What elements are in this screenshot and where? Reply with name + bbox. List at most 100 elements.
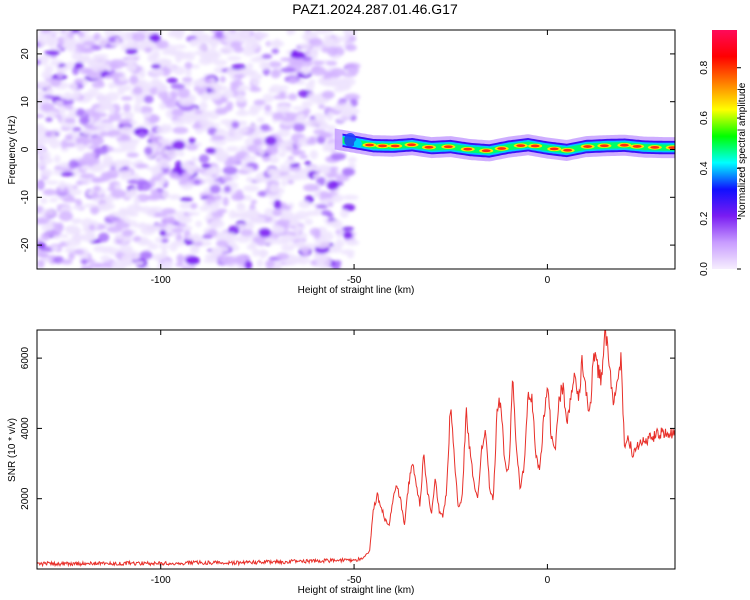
noise-blob xyxy=(238,120,248,126)
spectrogram-x-tick-label: -50 xyxy=(347,275,362,286)
noise-blob xyxy=(318,79,329,85)
noise-blob xyxy=(310,66,326,76)
noise-blob xyxy=(326,46,339,57)
noise-blob xyxy=(149,68,164,76)
noise-blob xyxy=(161,148,169,156)
noise-blob xyxy=(255,236,268,247)
noise-blob xyxy=(256,73,263,80)
noise-blob xyxy=(53,155,61,164)
noise-blob xyxy=(40,150,51,160)
noise-blob xyxy=(161,247,168,258)
noise-blob xyxy=(309,48,319,57)
noise-blob xyxy=(205,147,217,154)
noise-blob xyxy=(125,48,138,55)
noise-blob xyxy=(151,50,161,59)
ridge-peak-core xyxy=(650,145,660,149)
noise-blob xyxy=(78,47,92,54)
noise-blob xyxy=(187,211,200,216)
spectrogram-y-axis-label: Frequency (Hz) xyxy=(7,116,18,185)
noise-blob xyxy=(218,256,230,263)
noise-blob xyxy=(208,90,223,101)
noise-blob xyxy=(119,244,133,254)
noise-blob xyxy=(314,30,329,35)
noise-blob xyxy=(273,199,282,210)
noise-blob xyxy=(73,249,85,255)
noise-blob xyxy=(170,232,178,237)
spectrogram-x-tick-label: -100 xyxy=(151,275,171,286)
snr-x-axis-label: Height of straight line (km) xyxy=(298,585,415,596)
noise-blob xyxy=(191,38,206,45)
noise-blob xyxy=(68,159,79,169)
noise-blob xyxy=(190,30,204,36)
noise-blob xyxy=(173,44,187,49)
noise-blob xyxy=(61,97,75,106)
noise-blob xyxy=(37,220,49,225)
noise-blob xyxy=(259,61,271,70)
noise-blob xyxy=(165,149,179,158)
noise-blob xyxy=(201,163,212,169)
noise-blob xyxy=(279,91,286,98)
noise-blob xyxy=(181,77,193,83)
noise-blob xyxy=(246,243,255,251)
noise-blob xyxy=(286,30,294,36)
noise-blob xyxy=(74,43,86,50)
noise-blob xyxy=(66,247,76,253)
noise-blob xyxy=(60,234,69,239)
noise-blob xyxy=(128,140,138,147)
noise-blob xyxy=(237,127,249,134)
noise-blob xyxy=(177,150,185,157)
ridge-peak-core xyxy=(583,145,593,148)
noise-blob xyxy=(49,78,62,87)
noise-blob xyxy=(199,205,210,212)
noise-blob xyxy=(48,197,59,203)
noise-blob xyxy=(96,112,108,118)
ridge-peak-core xyxy=(378,144,388,148)
noise-blob xyxy=(126,152,139,158)
noise-blob xyxy=(272,112,284,121)
noise-blob xyxy=(129,120,138,126)
noise-blob xyxy=(280,215,293,221)
noise-blob xyxy=(118,139,131,148)
noise-blob xyxy=(342,226,354,232)
noise-blob xyxy=(45,36,59,47)
noise-blob xyxy=(40,102,55,112)
noise-blob xyxy=(268,155,280,164)
ridge-peak-core xyxy=(463,147,473,151)
noise-blob xyxy=(278,152,287,158)
noise-blob xyxy=(287,155,295,161)
noise-blob xyxy=(64,142,76,148)
noise-blob xyxy=(90,136,104,146)
noise-blob xyxy=(193,179,201,185)
noise-blob xyxy=(231,244,240,252)
noise-blob xyxy=(44,50,60,56)
noise-blob xyxy=(296,256,311,265)
noise-blob xyxy=(349,35,357,42)
noise-blob xyxy=(243,41,260,51)
noise-blob xyxy=(253,175,266,183)
noise-blob xyxy=(60,259,73,265)
noise-blob xyxy=(84,176,92,185)
noise-blob xyxy=(347,66,359,75)
noise-blob xyxy=(222,196,229,207)
noise-blob xyxy=(105,74,112,80)
noise-blob xyxy=(121,190,137,198)
noise-blob xyxy=(198,56,213,66)
noise-blob xyxy=(179,202,192,210)
noise-blob xyxy=(75,136,92,146)
ridge-peak-core xyxy=(668,146,675,149)
noise-blob xyxy=(58,105,66,116)
noise-blob xyxy=(293,123,306,132)
noise-blob xyxy=(58,211,74,222)
noise-blob xyxy=(345,44,357,52)
noise-blob xyxy=(108,105,116,116)
noise-blob xyxy=(191,64,200,69)
noise-blob xyxy=(306,119,320,128)
noise-blob xyxy=(93,185,101,192)
noise-blob xyxy=(181,81,191,86)
noise-blob xyxy=(52,234,62,240)
noise-blob xyxy=(223,89,235,99)
noise-blob xyxy=(153,150,162,157)
noise-blob xyxy=(173,66,186,76)
spectrogram-y-tick-label: 0 xyxy=(20,146,31,152)
noise-blob xyxy=(83,54,91,61)
